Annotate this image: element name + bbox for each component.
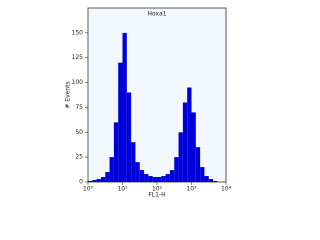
- bar: [135, 162, 140, 182]
- bar: [178, 132, 183, 182]
- y-tick-label: 75: [75, 104, 83, 111]
- bar: [139, 170, 145, 182]
- page: Hoxa1 FL1-H # Events 0 25 50 75 100 125 150 10⁰…: [64, 7, 232, 199]
- bar: [187, 87, 192, 182]
- bar: [208, 179, 214, 182]
- bar: [148, 176, 153, 182]
- bar: [144, 174, 149, 182]
- bar: [200, 167, 205, 182]
- bar: [105, 172, 110, 182]
- bar: [182, 102, 188, 182]
- bar: [131, 142, 136, 182]
- chart: Hoxa1 FL1-H # Events 0 25 50 75 100 125 150 10⁰…: [65, 7, 232, 199]
- bar: [157, 177, 162, 182]
- bar: [213, 181, 218, 182]
- y-tick-label: 125: [72, 54, 84, 61]
- x-tick-label: 10⁰: [83, 186, 94, 193]
- bar: [165, 174, 170, 182]
- plot-area: [87, 7, 227, 183]
- bar: [195, 147, 201, 182]
- y-tick-label: 150: [72, 29, 84, 36]
- bar: [126, 92, 132, 182]
- bar: [118, 62, 123, 182]
- x-axis-label: FL1-H: [148, 192, 165, 199]
- bar: [100, 177, 106, 182]
- y-axis-label: # Events: [65, 81, 72, 108]
- bar: [122, 32, 127, 182]
- x-tick-label: 10³: [186, 186, 197, 193]
- y-tick-label: 100: [72, 79, 84, 86]
- bar: [92, 180, 97, 182]
- x-tick-label: 10⁴: [221, 186, 232, 193]
- bar: [113, 122, 119, 182]
- y-tick-label: 25: [75, 154, 83, 161]
- bar: [96, 179, 101, 182]
- y-tick-label: 0: [79, 179, 83, 186]
- bar: [152, 177, 157, 182]
- y-tick-label: 50: [75, 129, 83, 136]
- bar: [174, 157, 179, 182]
- bar: [204, 176, 209, 182]
- x-tick-label: 10¹: [117, 186, 128, 193]
- chart-title: Hoxa1: [147, 11, 166, 18]
- bar: [191, 112, 196, 182]
- bar: [169, 170, 175, 182]
- bar: [161, 176, 166, 182]
- bar: [109, 157, 114, 182]
- bar: [88, 181, 93, 182]
- x-tick-label: 10²: [152, 186, 163, 193]
